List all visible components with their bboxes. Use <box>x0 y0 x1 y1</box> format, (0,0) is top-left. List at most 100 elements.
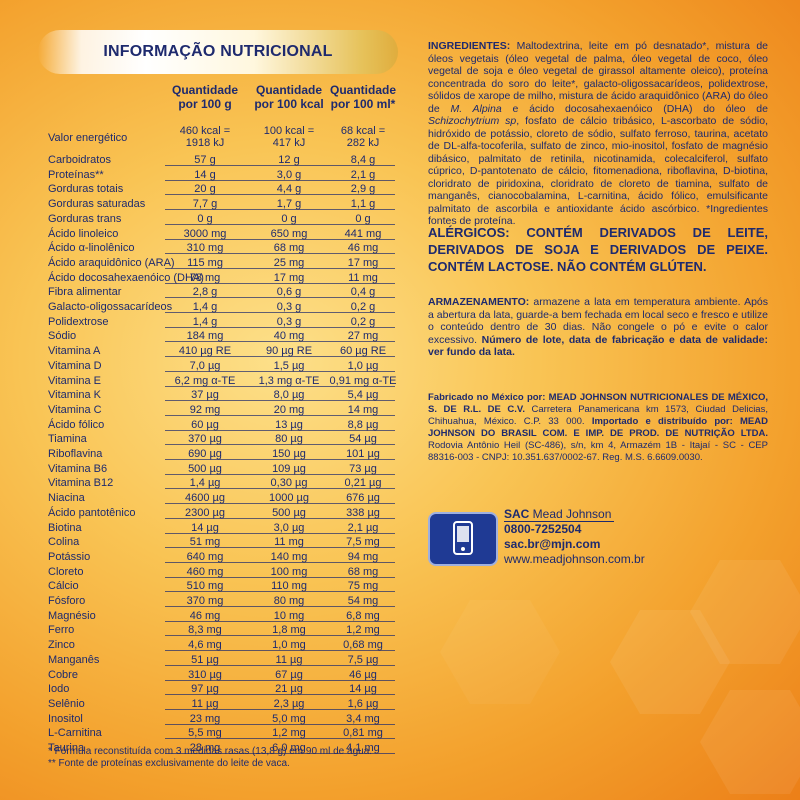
manufacturer-label: Fabricado no México por: MEAD JOHNSON NU… <box>428 392 768 415</box>
cell-line: 68 kcal = <box>340 125 386 137</box>
cell-line: 417 kJ <box>272 137 306 149</box>
cell-per-100g: 1,4 g <box>192 301 218 313</box>
cell-line: 1918 kJ <box>185 137 225 149</box>
row-label: Galacto-oligossacarídeos <box>48 301 173 313</box>
cell-per-100g: 184 mg <box>186 330 224 343</box>
row-divider <box>165 753 395 754</box>
cell-line: 100 kcal = <box>263 125 315 137</box>
manufacturer-info: Fabricado no México por: MEAD JOHNSON NU… <box>428 392 768 464</box>
cell-per-100ml: 54 µg <box>349 433 377 446</box>
cell-per-100kcal: 17 mg <box>273 271 305 284</box>
row-label: Ácido linoleico <box>48 227 119 240</box>
sac-email[interactable]: sac.br@mjn.com <box>504 537 601 551</box>
table-row: Ácido fólico 60 µg 13 µg 8,8 µg <box>48 418 395 432</box>
row-divider <box>165 326 395 328</box>
storage-lot-info: Número de lote, data de fabricação e dat… <box>428 333 768 359</box>
cell-per-100kcal: 4,4 g <box>276 183 302 196</box>
storage-text: ARMAZENAMENTO: armazene a lata em temper… <box>428 296 768 359</box>
footnotes: * Fórmula reconstituída com 3 medidas ra… <box>48 746 372 770</box>
table-row: Vitamina B6 500 µg 109 µg 73 µg <box>48 462 395 476</box>
cell-per-100kcal: 20 mg <box>273 403 305 416</box>
sac-website[interactable]: www.meadjohnson.com.br <box>504 552 645 566</box>
table-row: Proteínas** 14 g 3,0 g 2,1 g <box>48 168 395 182</box>
cell-per-100g: 7,0 µg <box>189 359 221 372</box>
cell-per-100g: 51 mg <box>189 536 221 549</box>
row-label: Ácido docosahexaenóico (DHA) <box>48 271 204 284</box>
cell-per-100kcal: 40 mg <box>273 330 305 343</box>
cell-per-100ml: 3,4 mg <box>346 712 380 725</box>
cell-per-100g: 97 µg <box>191 683 219 696</box>
table-row: Tiamina 370 µg 80 µg 54 µg <box>48 432 395 446</box>
row-divider <box>165 708 395 710</box>
cell-per-100g: 640 mg <box>186 550 224 563</box>
row-label: Carboidratos <box>48 154 111 166</box>
table-row: Gorduras saturadas 7,7 g 1,7 g 1,1 g <box>48 197 395 211</box>
cell-per-100g: 1,4 µg <box>189 477 221 490</box>
column-header-per-100g: Quantidade por 100 g <box>165 83 245 111</box>
ingredients-part: , fosfato de cálcio tribásico, L-ascorba… <box>428 115 768 227</box>
title-banner <box>38 30 398 74</box>
row-label: Tiamina <box>48 433 87 446</box>
cell-per-100ml: 68 kcal = 282 kJ <box>328 125 398 149</box>
row-label: Vitamina B12 <box>48 477 114 490</box>
row-divider <box>165 517 395 519</box>
cell-per-100g: 4,6 mg <box>188 639 222 652</box>
row-label: Fibra alimentar <box>48 286 122 299</box>
phone-icon <box>428 512 498 566</box>
cell-per-100ml: 11 mg <box>348 271 378 284</box>
row-divider <box>165 503 395 505</box>
cell-per-100g: 3000 mg <box>183 227 227 240</box>
cell-per-100ml: 4,1 mg <box>346 742 380 754</box>
table-row: Zinco 4,6 mg 1,0 mg 0,68 mg <box>48 638 395 652</box>
row-label: Ácido α-linolênico <box>48 242 135 255</box>
row-label: Polidextrose <box>48 315 109 328</box>
table-row: Biotina 14 µg 3,0 µg 2,1 µg <box>48 521 395 535</box>
column-header-line: por 100 g <box>178 97 232 111</box>
cell-per-100ml: 0,2 g <box>350 301 376 313</box>
row-divider <box>165 679 395 681</box>
cell-per-100g: 460 mg <box>186 565 224 578</box>
cell-per-100g: 37 µg <box>191 389 219 402</box>
cell-per-100ml: 73 µg <box>349 462 377 475</box>
cell-per-100ml: 17 mg <box>347 256 379 269</box>
ingredients-text: INGREDIENTES: Maltodextrina, leite em pó… <box>428 40 768 228</box>
cell-per-100kcal: 500 µg <box>272 506 306 519</box>
cell-per-100kcal: 150 µg <box>272 448 306 460</box>
cell-per-100g: 60 µg <box>191 418 219 431</box>
row-divider <box>165 488 395 490</box>
cell-per-100ml: 27 mg <box>347 330 379 343</box>
table-row: Carboidratos 57 g 12 g 8,4 g <box>48 153 395 167</box>
cell-per-100g: 57 g <box>194 154 216 166</box>
row-label: Riboflavina <box>48 448 103 460</box>
row-divider <box>165 591 395 593</box>
phone-icon-graphic <box>453 521 473 555</box>
row-divider <box>165 194 395 196</box>
cell-per-100g: 14 µg <box>191 521 219 534</box>
cell-per-100g: 2300 µg <box>185 506 225 519</box>
allergens-warning: ALÉRGICOS: CONTÉM DERIVADOS DE LEITE, DE… <box>428 225 768 274</box>
table-row: Vitamina E 6,2 mg α-TE 1,3 mg α-TE 0,91 mg … <box>48 374 396 388</box>
cell-per-100ml: 46 µg <box>349 668 377 681</box>
table-row: Potássio 640 mg 140 mg 94 mg <box>48 550 395 564</box>
sac-phone[interactable]: 0800-7252504 <box>504 522 582 536</box>
table-row: Ácido linoleico 3000 mg 650 mg 441 mg <box>48 227 395 241</box>
table-row: L-Carnitina 5,5 mg 1,2 mg 0,81 mg <box>48 726 395 740</box>
row-divider <box>165 547 395 549</box>
row-divider <box>165 635 395 637</box>
row-label: Ácido pantotênico <box>48 506 136 519</box>
cell-per-100kcal: 8,0 µg <box>273 389 305 402</box>
row-divider <box>165 223 395 225</box>
cell-per-100ml: 6,8 mg <box>346 609 380 622</box>
row-label: Magnésio <box>48 609 96 622</box>
row-label: Selênio <box>48 697 85 710</box>
row-divider <box>165 179 395 181</box>
cell-per-100g: 23 mg <box>189 712 221 725</box>
cell-per-100g: 410 µg RE <box>178 345 232 358</box>
cell-per-100g: 14 g <box>194 168 216 181</box>
row-divider <box>165 650 395 652</box>
storage-label: ARMAZENAMENTO: <box>428 296 530 308</box>
cell-per-100ml: 8,8 µg <box>347 418 379 431</box>
cell-per-100kcal: 90 µg RE <box>265 345 313 358</box>
row-label: Vitamina D <box>48 359 102 372</box>
cell-per-100g: 0 g <box>197 212 213 225</box>
